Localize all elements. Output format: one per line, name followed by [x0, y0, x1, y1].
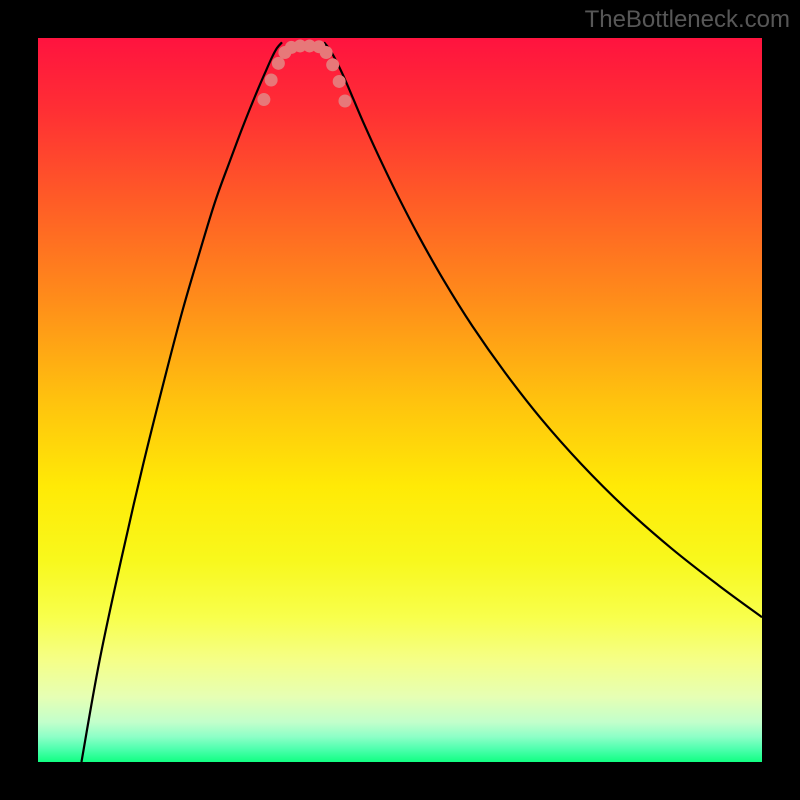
valley-marker-dot	[320, 46, 333, 59]
watermark-text: TheBottleneck.com	[585, 6, 790, 34]
bottleneck-chart	[0, 0, 800, 800]
plot-background-gradient	[38, 38, 762, 762]
valley-marker-dot	[333, 75, 346, 88]
valley-marker-dot	[326, 58, 339, 71]
valley-marker-dot	[338, 94, 351, 107]
valley-marker-dot	[265, 73, 278, 86]
valley-marker-dot	[257, 93, 270, 106]
chart-stage: TheBottleneck.com	[0, 0, 800, 800]
valley-marker-dot	[272, 57, 285, 70]
